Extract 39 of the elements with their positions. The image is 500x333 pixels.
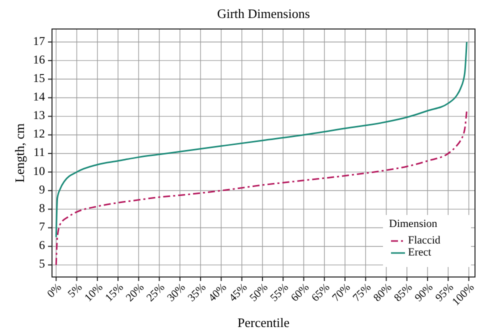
x-tick-label: 10% [82,281,106,304]
y-tick-label: 8 [39,200,45,215]
y-tick-label: 15 [33,70,45,85]
x-tick-label: 35% [186,281,208,304]
y-tick-label: 12 [33,126,45,141]
x-tick-label: 90% [412,281,436,304]
y-tick-label: 6 [39,238,45,252]
y-tick-label: 13 [33,108,45,122]
y-tick-label: 14 [33,89,45,104]
x-tick-label: 15% [103,281,126,304]
x-tick-label: 20% [124,281,147,304]
x-tick-label: 50% [248,281,270,304]
legend-label: Flaccid [408,234,441,247]
y-tick-label: 17 [33,34,45,48]
chart-title: Girth Dimensions [217,6,310,21]
line-series [55,110,468,266]
x-tick-label: 5% [66,281,85,300]
x-tick-label: 75% [350,281,374,304]
x-tick-label: 40% [206,281,230,304]
y-tick-label: 7 [39,220,45,234]
x-tick-label: 0% [45,281,64,300]
x-tick-label: 70% [330,281,353,304]
y-axis-title: Length, cm [12,123,27,183]
x-tick-label: 65% [310,281,332,304]
x-tick-label: 30% [165,281,188,304]
legend-title: Dimension [389,218,438,230]
x-tick-label: 85% [392,281,415,304]
x-tick-label: 45% [226,281,250,304]
x-tick-label: 60% [288,281,312,304]
y-tick-label: 11 [33,145,45,160]
y-tick-label: 5 [39,256,45,271]
x-tick-label: 55% [268,281,292,304]
y-tick-label: 10 [33,164,45,178]
x-tick-label: 25% [144,281,168,304]
legend-label: Erect [408,246,432,259]
y-tick-label: 16 [33,52,45,66]
y-tick-label: 9 [39,182,45,196]
x-tick-label: 80% [371,281,394,304]
x-axis-title: Percentile [238,315,290,330]
